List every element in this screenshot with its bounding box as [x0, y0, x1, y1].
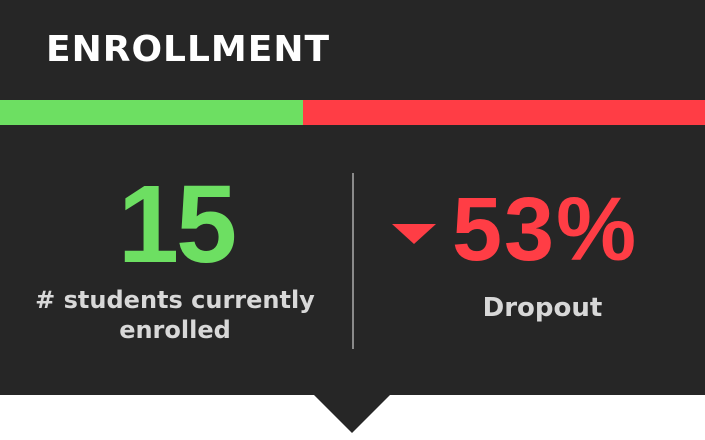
- stat-divider: [352, 173, 354, 349]
- dropout-percentage: 53%: [452, 180, 639, 280]
- down-triangle-icon: [392, 224, 436, 244]
- enrolled-progress-fill: [0, 100, 304, 125]
- enrollment-progress-bar: [0, 100, 705, 125]
- enrolled-count: 15: [117, 163, 237, 286]
- card-pointer: [314, 395, 390, 433]
- dropout-label: Dropout: [482, 293, 603, 323]
- dropout-stat: 53%: [392, 180, 638, 280]
- enrolled-label: # students currently enrolled: [35, 286, 315, 344]
- card-title: ENROLLMENT: [46, 29, 331, 70]
- enrollment-card: ENROLLMENT 15 # students currently enrol…: [0, 0, 705, 395]
